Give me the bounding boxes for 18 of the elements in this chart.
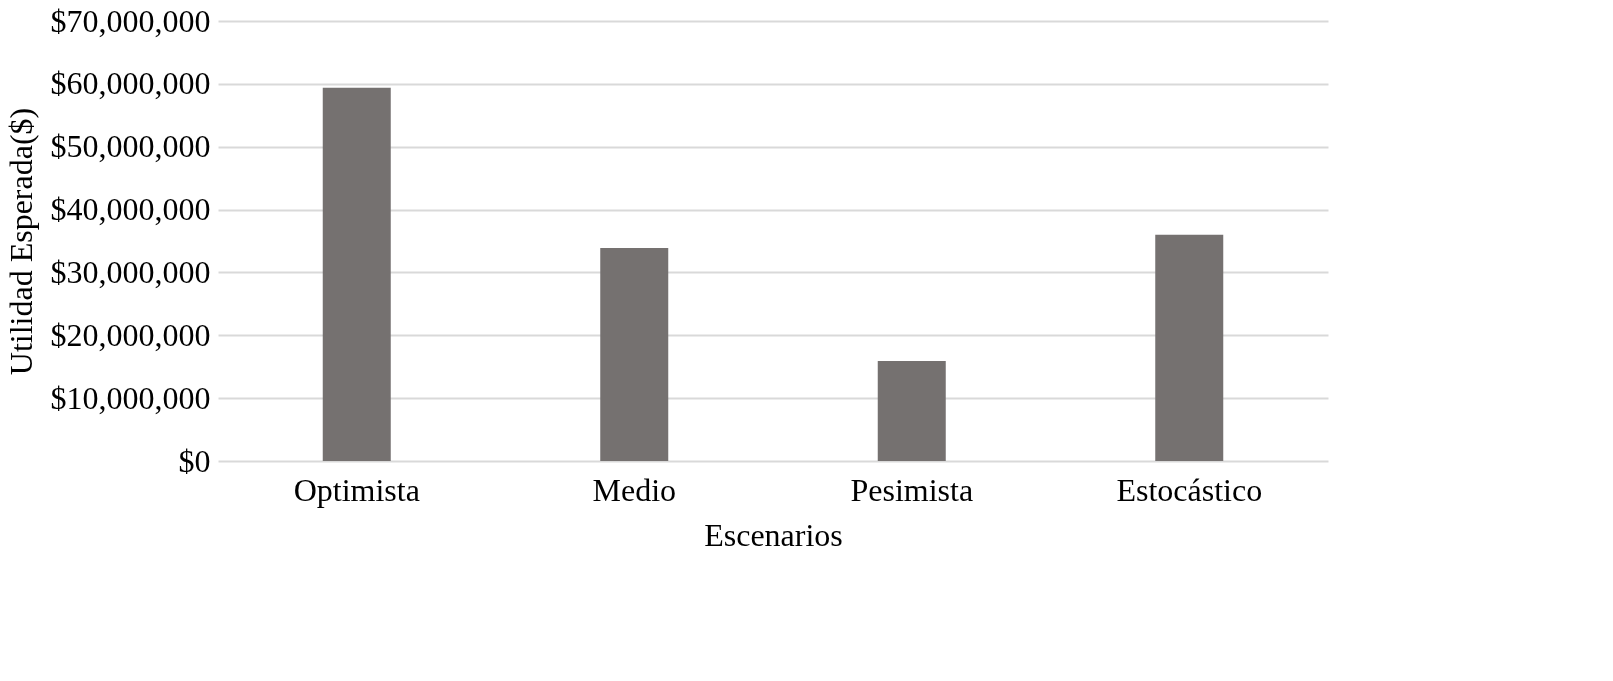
bar xyxy=(322,87,391,461)
y-tick-label: $30,000,000 xyxy=(50,253,211,290)
x-tick-label: Pesimista xyxy=(850,471,974,508)
y-tick-label: $0 xyxy=(178,442,211,479)
bar xyxy=(1155,234,1224,461)
x-tick-label: Estocástico xyxy=(1116,471,1263,508)
y-tick-label: $20,000,000 xyxy=(50,316,211,353)
bar xyxy=(600,247,669,461)
y-tick-label: $60,000,000 xyxy=(50,65,211,102)
bar xyxy=(877,361,946,461)
y-tick-label: $40,000,000 xyxy=(50,191,211,228)
y-tick-label: $50,000,000 xyxy=(50,128,211,165)
y-tick-label: $10,000,000 xyxy=(50,379,211,416)
x-axis-title: Escenarios xyxy=(704,516,843,553)
y-tick-label: $70,000,000 xyxy=(50,2,211,39)
x-tick-label: Medio xyxy=(592,471,677,508)
y-axis-title: Utilidad Esperada($) xyxy=(2,107,39,376)
x-tick-label: Optimista xyxy=(293,471,420,508)
